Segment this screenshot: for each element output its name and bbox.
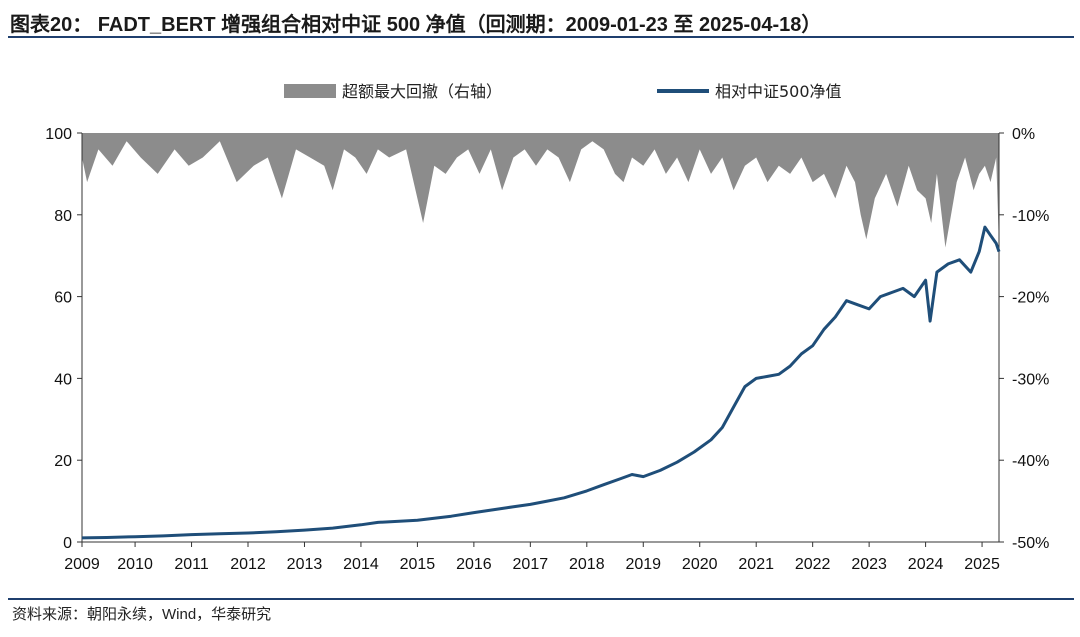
x-tick-label: 2025 [964,556,1000,573]
title-bar: 图表20： FADT_BERT 增强组合相对中证 500 净值（回测期：2009… [8,6,1074,38]
footer-rule [8,598,1074,600]
y-right-tick-label: -20% [1012,290,1049,307]
y-left-tick-label: 20 [54,453,72,470]
x-tick-label: 2013 [287,556,323,573]
y-left-tick-label: 60 [54,290,72,307]
y-right-tick-label: 0% [1012,126,1035,143]
y-right-tick-label: -10% [1012,208,1049,225]
x-tick-label: 2009 [64,556,100,573]
x-tick-label: 2021 [738,556,774,573]
x-tick-label: 2020 [682,556,718,573]
source-note: 资料来源：朝阳永续，Wind，华泰研究 [12,606,272,623]
y-right-tick-label: -30% [1012,371,1049,388]
x-tick-label: 2023 [851,556,887,573]
y-left-tick-label: 80 [54,208,72,225]
chart: 超额最大回撤（右轴） 相对中证500净值 0 20 40 60 80 100 -50% -40… [45,82,1049,573]
drawdown-area [82,133,999,248]
x-tick-label: 2017 [513,556,549,573]
chart-title: 图表20： FADT_BERT 增强组合相对中证 500 净值（回测期：2009… [10,14,822,36]
y-left-tick-label: 40 [54,371,72,388]
x-tick-label: 2010 [117,556,153,573]
plot-area: 0 20 40 60 80 100 -50% -40% -30% -20% -10% 0% 2009 20… [45,126,1049,573]
y-left-tick-label: 0 [63,535,72,552]
x-tick-label: 2011 [174,556,209,573]
x-tick-label: 2012 [230,556,266,573]
x-tick-label: 2014 [343,556,379,573]
y-left-tick-label: 100 [45,126,72,143]
legend-nav-label: 相对中证500净值 [715,82,842,101]
legend-drawdown-swatch [284,84,336,98]
x-tick-label: 2024 [908,556,944,573]
legend-drawdown-label: 超额最大回撤（右轴） [342,82,502,101]
legend: 超额最大回撤（右轴） 相对中证500净值 [284,82,842,101]
x-tick-label: 2016 [456,556,492,573]
nav-line [81,225,1001,540]
x-tick-label: 2022 [795,556,831,573]
x-tick-label: 2019 [625,556,661,573]
x-tick-label: 2015 [400,556,436,573]
legend-nav-swatch [657,89,709,93]
y-right-tick-label: -50% [1012,535,1049,552]
x-tick-label: 2018 [569,556,605,573]
y-right-tick-label: -40% [1012,453,1049,470]
